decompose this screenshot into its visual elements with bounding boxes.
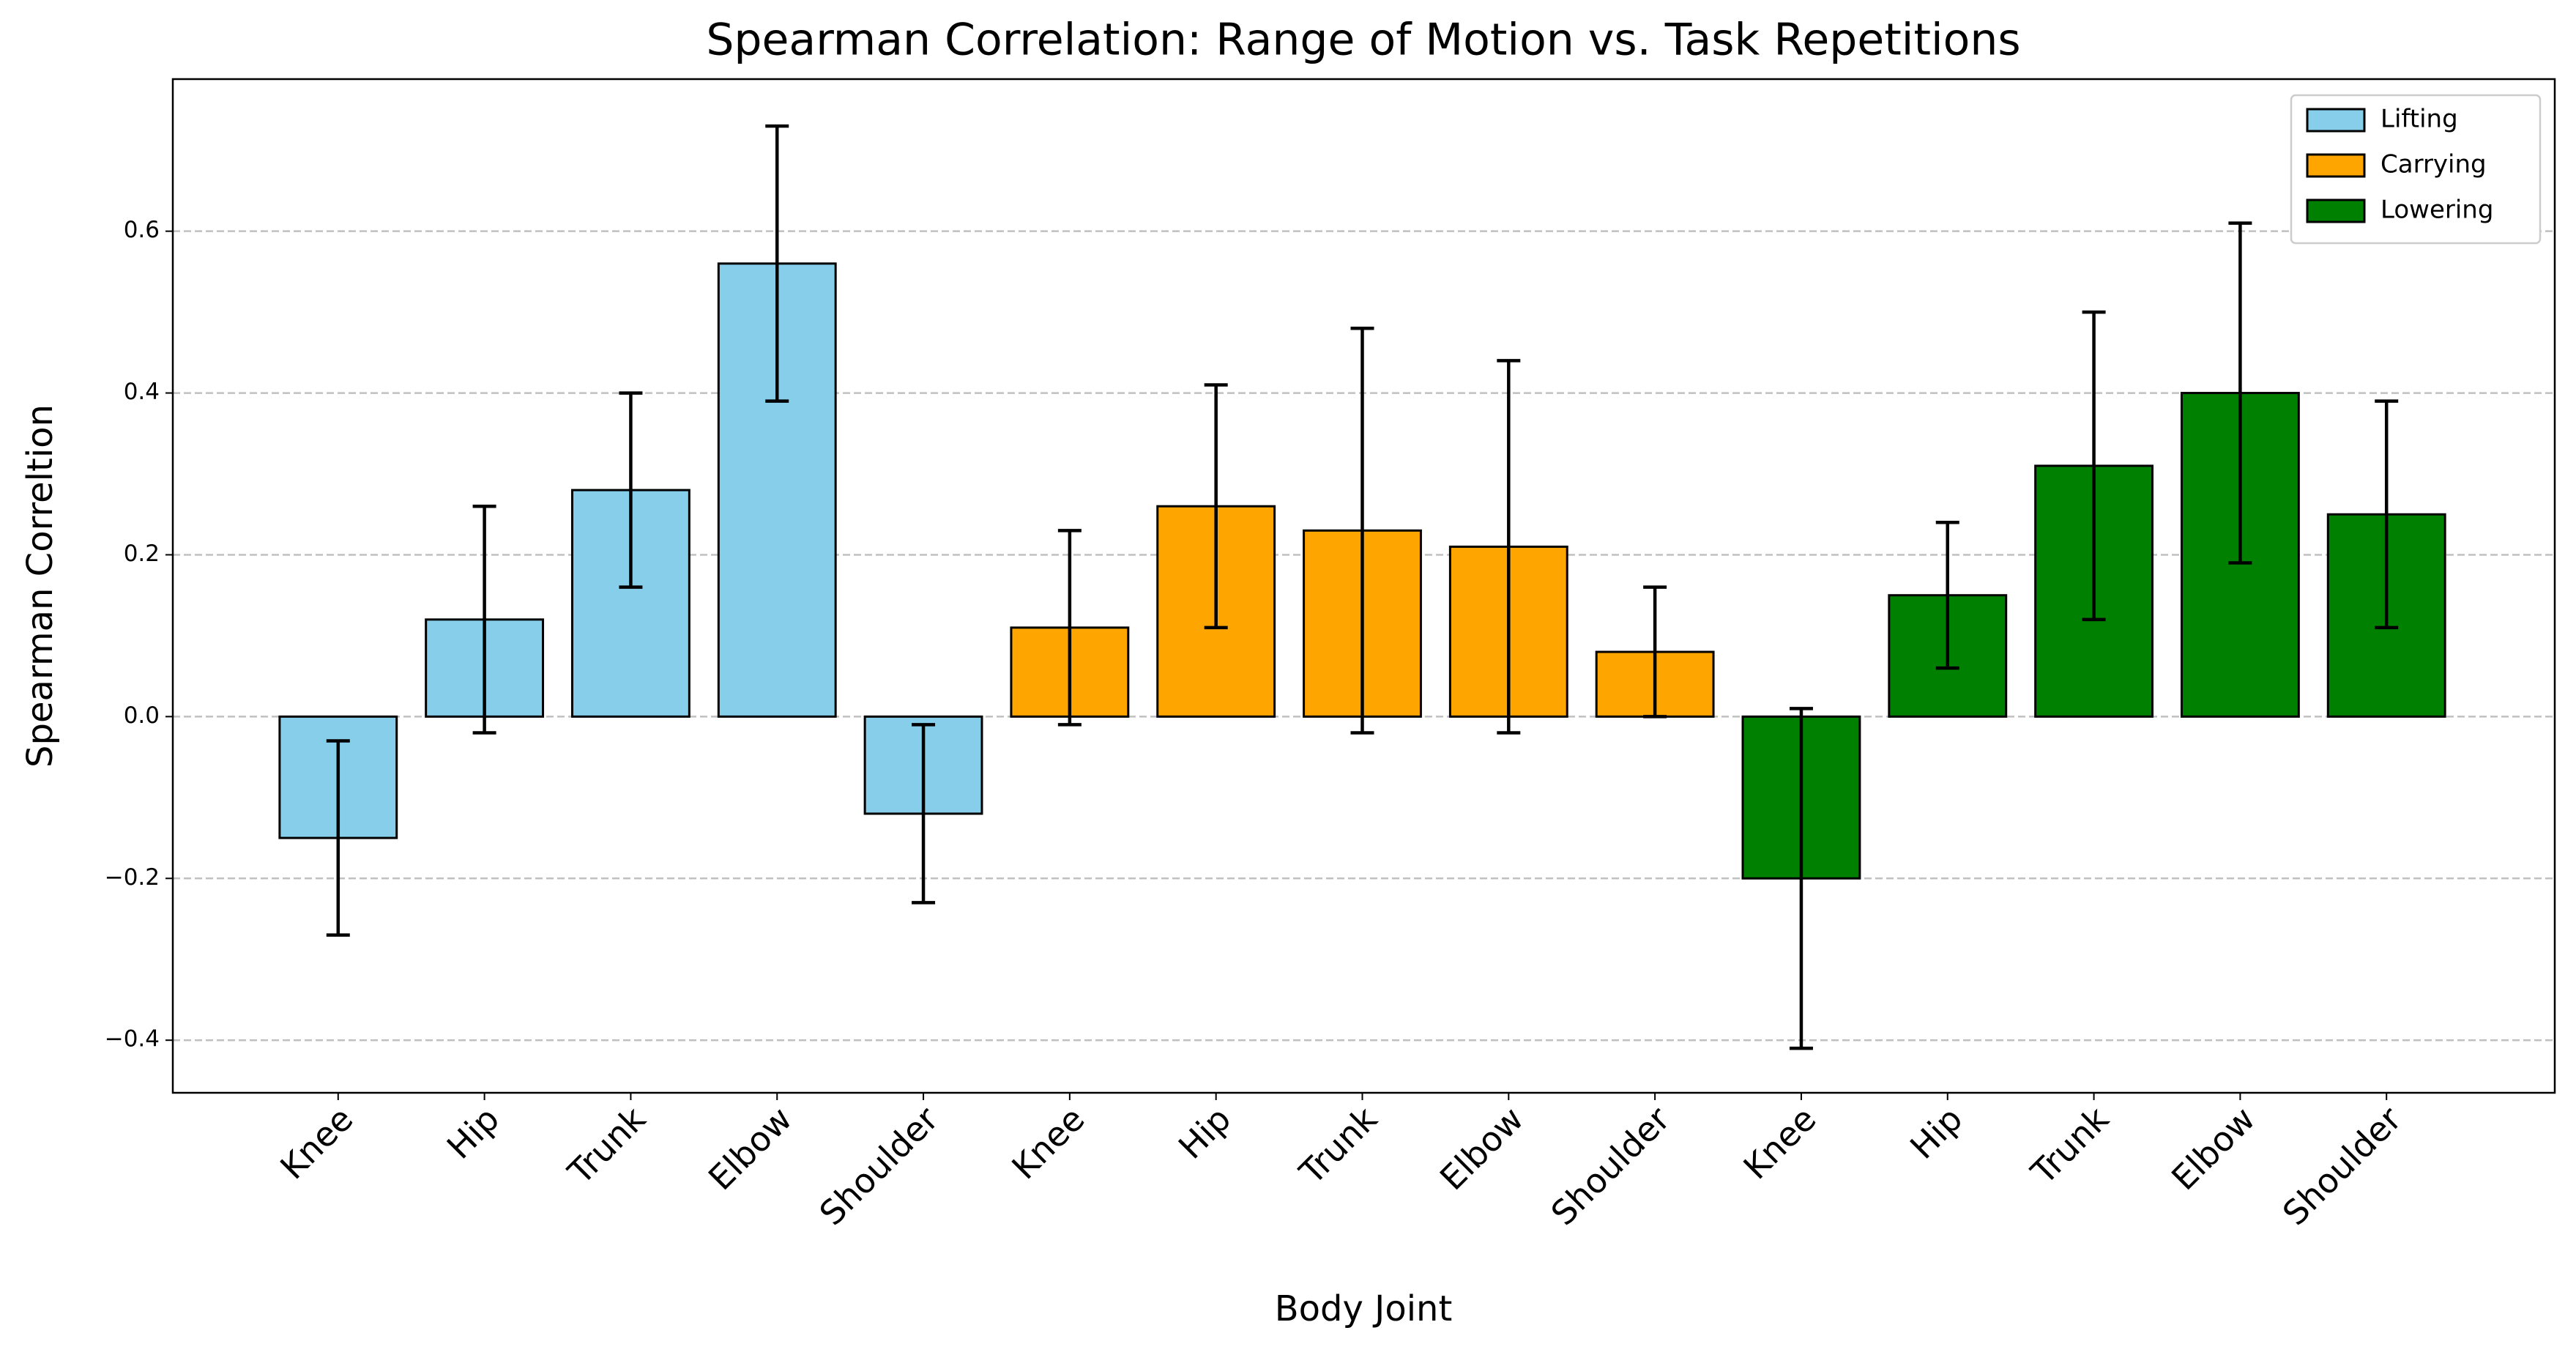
chart-title: Spearman Correlation: Range of Motion vs…	[706, 15, 2020, 66]
y-tick-label: 0.0	[124, 702, 160, 729]
y-tick-label: −0.4	[105, 1026, 160, 1053]
legend-label: Carrying	[2380, 150, 2487, 179]
legend-swatch	[2306, 108, 2366, 133]
legend-swatch	[2306, 198, 2366, 223]
plot-frame	[171, 78, 2556, 1094]
y-tick-label: 0.6	[124, 217, 160, 243]
y-tick-label: −0.2	[105, 864, 160, 891]
legend-swatch	[2306, 153, 2366, 178]
legend-label: Lifting	[2380, 105, 2458, 134]
legend-label: Lowering	[2380, 196, 2493, 225]
y-tick-label: 0.2	[124, 541, 160, 567]
y-tick-label: 0.4	[124, 379, 160, 405]
y-axis-label: Spearman Correltion	[20, 404, 61, 768]
x-axis-label: Body Joint	[1275, 1288, 1453, 1329]
